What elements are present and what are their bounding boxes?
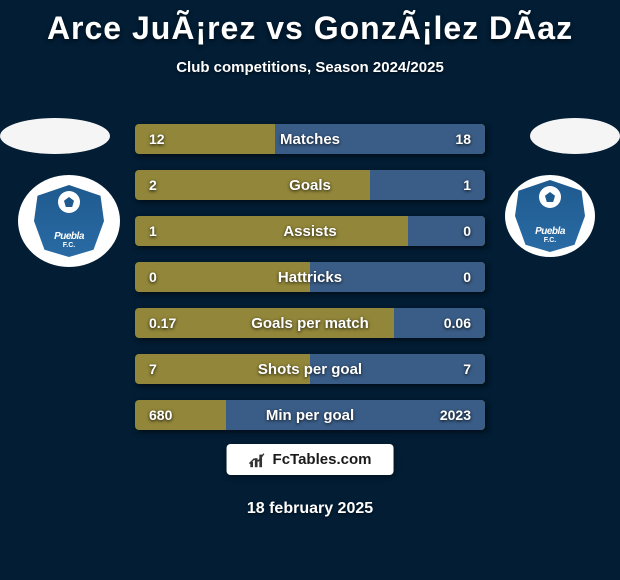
stat-bar: Goals21 [135, 170, 485, 200]
page-title: Arce JuÃ¡rez vs GonzÃ¡lez DÃ­az [0, 0, 620, 47]
stat-value-left: 680 [135, 400, 186, 430]
stat-bar-right-fill [310, 262, 485, 292]
stat-value-left: 7 [135, 354, 171, 384]
stat-value-left: 12 [135, 124, 179, 154]
chart-icon [249, 452, 267, 468]
team-badge-left: PueblaF.C. [18, 175, 120, 267]
team-badge-right: PueblaF.C. [505, 175, 595, 257]
stat-bar-right-fill [226, 400, 485, 430]
stat-bar-right-fill [408, 216, 485, 246]
player-photo-left [0, 118, 110, 154]
stat-bar-right-fill [275, 124, 485, 154]
stat-bar-right-fill [394, 308, 485, 338]
stat-value-left: 2 [135, 170, 171, 200]
comparison-bars: Matches1218 Goals21 Assists10 Hattricks00 Go… [135, 124, 485, 446]
stat-bar: Hattricks00 [135, 262, 485, 292]
watermark-text: FcTables.com [273, 451, 372, 468]
stat-bar-right-fill [370, 170, 486, 200]
ball-icon [539, 186, 561, 208]
stat-value-left: 0 [135, 262, 171, 292]
stat-bar-right-fill [310, 354, 485, 384]
stat-bar: Goals per match0.170.06 [135, 308, 485, 338]
stat-bar: Shots per goal77 [135, 354, 485, 384]
watermark: FcTables.com [227, 444, 394, 475]
subtitle: Club competitions, Season 2024/2025 [0, 59, 620, 76]
stat-value-left: 1 [135, 216, 171, 246]
ball-icon [58, 191, 80, 213]
stat-bar: Matches1218 [135, 124, 485, 154]
player-photo-right [530, 118, 620, 154]
stat-bar: Assists10 [135, 216, 485, 246]
date-text: 18 february 2025 [0, 500, 620, 518]
stat-value-left: 0.17 [135, 308, 190, 338]
stat-bar: Min per goal6802023 [135, 400, 485, 430]
